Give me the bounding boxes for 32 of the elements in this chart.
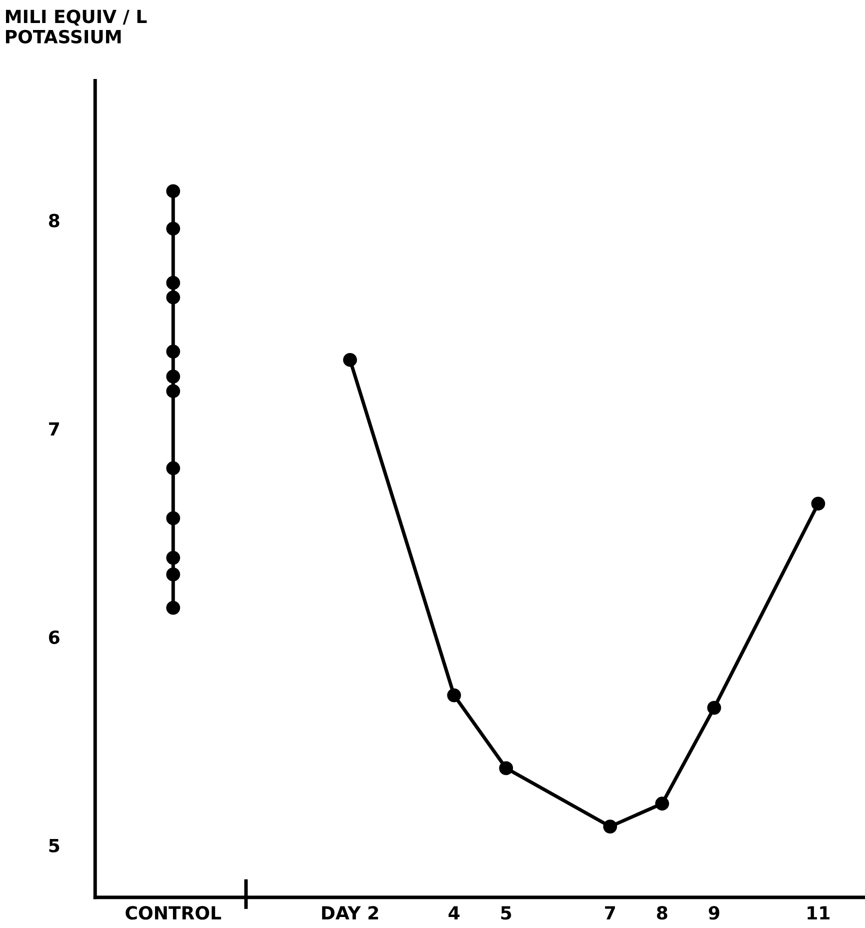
- x-tick-label: 9: [708, 906, 720, 920]
- point: [499, 761, 514, 776]
- x-tick-label: 4: [448, 906, 460, 920]
- point: [166, 370, 180, 384]
- point: [166, 222, 180, 236]
- point: [603, 820, 618, 834]
- y-axis-title: MILI EQUIV / L POTASSIUM: [6, 10, 147, 44]
- point: [166, 600, 180, 615]
- x-tick-label: 7: [605, 906, 615, 920]
- point: [166, 184, 180, 198]
- x-tick-label: 8: [656, 906, 668, 920]
- point: [166, 511, 180, 526]
- x-tick-label: DAY 2: [322, 906, 378, 920]
- point: [655, 796, 670, 811]
- point: [166, 290, 180, 304]
- point: [166, 276, 180, 290]
- y-tick-label: 6: [48, 630, 60, 644]
- x-tick-label: CONTROL: [126, 906, 222, 920]
- point: [707, 700, 722, 715]
- y-tick-label: 8: [48, 214, 60, 228]
- point: [166, 384, 180, 398]
- point: [166, 344, 180, 359]
- y-tick-label: 7: [49, 422, 59, 436]
- x-tick-label: 11: [808, 906, 830, 920]
- point: [166, 461, 180, 476]
- point: [343, 352, 357, 367]
- point: [811, 496, 826, 511]
- point: [166, 550, 180, 565]
- point: [166, 568, 180, 582]
- point: [447, 688, 462, 702]
- x-tick-label: 5: [501, 906, 512, 920]
- y-tick-label: 5: [49, 838, 60, 852]
